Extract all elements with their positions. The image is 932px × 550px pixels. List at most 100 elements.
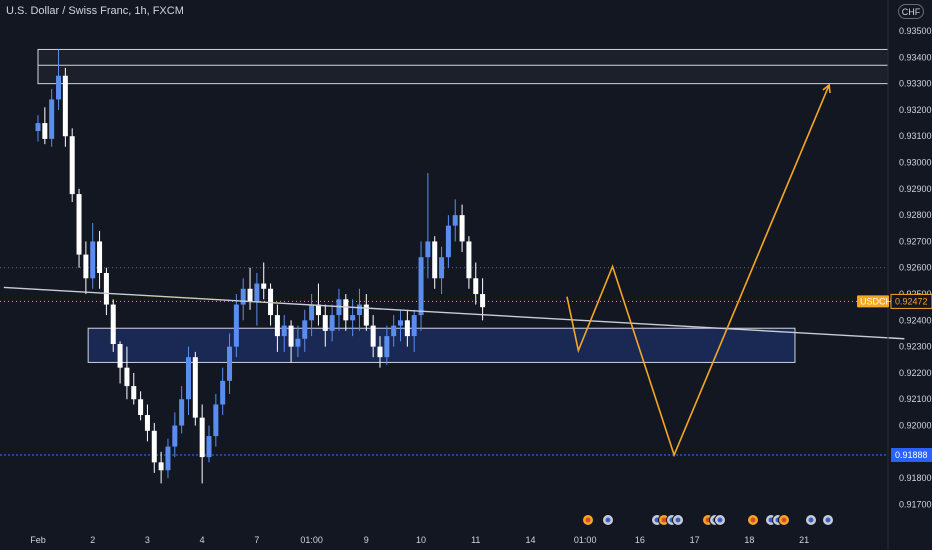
candle-body	[240, 288, 246, 305]
candle-body	[131, 386, 137, 400]
candle-body	[363, 304, 369, 326]
candle-body	[418, 257, 424, 316]
candle-body	[172, 425, 178, 447]
candle-body	[151, 430, 157, 463]
flag-icon	[805, 514, 817, 526]
candle-body	[42, 123, 48, 139]
candle-body	[227, 346, 233, 381]
price-tick-label: 0.92100	[899, 394, 932, 404]
candle-body	[124, 367, 130, 387]
candle-body	[199, 417, 205, 458]
candle-body	[459, 215, 465, 242]
price-tick-label: 0.92300	[899, 342, 932, 352]
support-price-label: 0.91888	[895, 450, 928, 460]
current-price-tag	[890, 293, 932, 309]
candle-body	[117, 344, 123, 368]
flag-icon	[582, 514, 594, 526]
candle-body	[329, 315, 335, 331]
candle-body	[466, 241, 472, 279]
time-tick-label: 16	[635, 535, 645, 545]
candle-body	[233, 304, 239, 347]
candle-body	[206, 436, 212, 458]
time-tick-label: 11	[471, 535, 480, 545]
candle-body	[247, 288, 253, 302]
candle-body	[213, 404, 219, 437]
flag-icon	[747, 514, 759, 526]
drawings	[3, 83, 905, 458]
time-tick-label: 2	[90, 535, 95, 545]
price-tick-label: 0.93500	[899, 26, 932, 36]
candle-body	[192, 357, 198, 418]
candle-body	[473, 278, 479, 295]
time-tick-label: 4	[200, 535, 205, 545]
time-tick-label: 7	[254, 535, 259, 545]
candle-body	[268, 288, 274, 316]
candle-body	[97, 241, 103, 273]
candle-body	[179, 399, 185, 426]
candle-body	[261, 283, 267, 289]
price-tick-label: 0.93200	[899, 105, 932, 115]
price-tick-label: 0.93000	[899, 158, 932, 168]
candle-body	[274, 315, 280, 337]
candle-body	[165, 446, 171, 471]
candle-body	[302, 320, 308, 339]
price-tick-label: 0.92900	[899, 184, 932, 194]
candle-body	[281, 325, 287, 337]
candle-body	[343, 299, 349, 321]
candle-body	[138, 399, 144, 416]
chart-title: U.S. Dollar / Swiss Franc, 1h, FXCM	[6, 5, 184, 17]
candle-body	[315, 304, 321, 316]
candle-body	[445, 225, 451, 258]
price-tick-label: 0.93300	[899, 79, 932, 89]
candle-body	[356, 304, 362, 316]
flag-icon	[778, 514, 790, 526]
price-tick-label: 0.92700	[899, 236, 932, 246]
candle-body	[158, 462, 164, 471]
candle-body	[309, 304, 315, 321]
time-tick-label: 21	[799, 535, 809, 545]
time-tick-label: 17	[690, 535, 700, 545]
candle-body	[35, 123, 41, 131]
support-price-tag	[891, 447, 932, 462]
price-axis[interactable]: 0.93500 0.93400 0.93300 0.93200 0.93100 0.930…	[857, 0, 932, 550]
projection-path	[566, 84, 830, 458]
candle-body	[404, 320, 410, 337]
candle-body	[384, 336, 390, 358]
time-tick-label: 9	[364, 535, 369, 545]
time-axis[interactable]: Feb 2 3 4 7 01:00 9 10 11 14 01:00 16 17 18 21	[30, 535, 809, 545]
projection-arrowhead	[822, 83, 831, 93]
time-tick-label: 10	[416, 535, 426, 545]
candle-body	[288, 325, 294, 347]
candle-body	[254, 283, 260, 302]
candle-body	[425, 241, 431, 258]
demand-zone	[87, 327, 796, 363]
flag-icon	[602, 514, 614, 526]
time-tick-label: 01:00	[574, 535, 597, 545]
time-tick-label: 18	[744, 535, 754, 545]
candle-body	[398, 320, 404, 326]
candle-body	[49, 99, 55, 139]
event-icons[interactable]	[582, 514, 834, 526]
symbol-tag	[857, 295, 889, 308]
candle-body	[452, 215, 458, 226]
supply-demand-zones	[37, 48, 889, 363]
symbol-tag-label: USDCHF	[860, 296, 898, 306]
price-tick-label: 0.92200	[899, 368, 932, 378]
candle-body	[90, 241, 96, 279]
price-tick-label: 0.92600	[899, 263, 932, 273]
candle-body	[377, 346, 383, 358]
candle-body	[69, 136, 75, 195]
current-price-label: 0.92472	[895, 296, 928, 306]
currency-button[interactable]: CHF	[898, 4, 924, 19]
time-tick-label: 14	[525, 535, 535, 545]
time-tick-label: 3	[145, 535, 150, 545]
price-tick-label: 0.93400	[899, 52, 932, 62]
candle-body	[411, 315, 417, 337]
candle-body	[391, 325, 397, 337]
candle-body	[110, 304, 116, 345]
candle-body	[432, 241, 438, 279]
candle-body	[62, 75, 68, 137]
candle-body	[144, 415, 150, 431]
candles	[35, 49, 486, 484]
